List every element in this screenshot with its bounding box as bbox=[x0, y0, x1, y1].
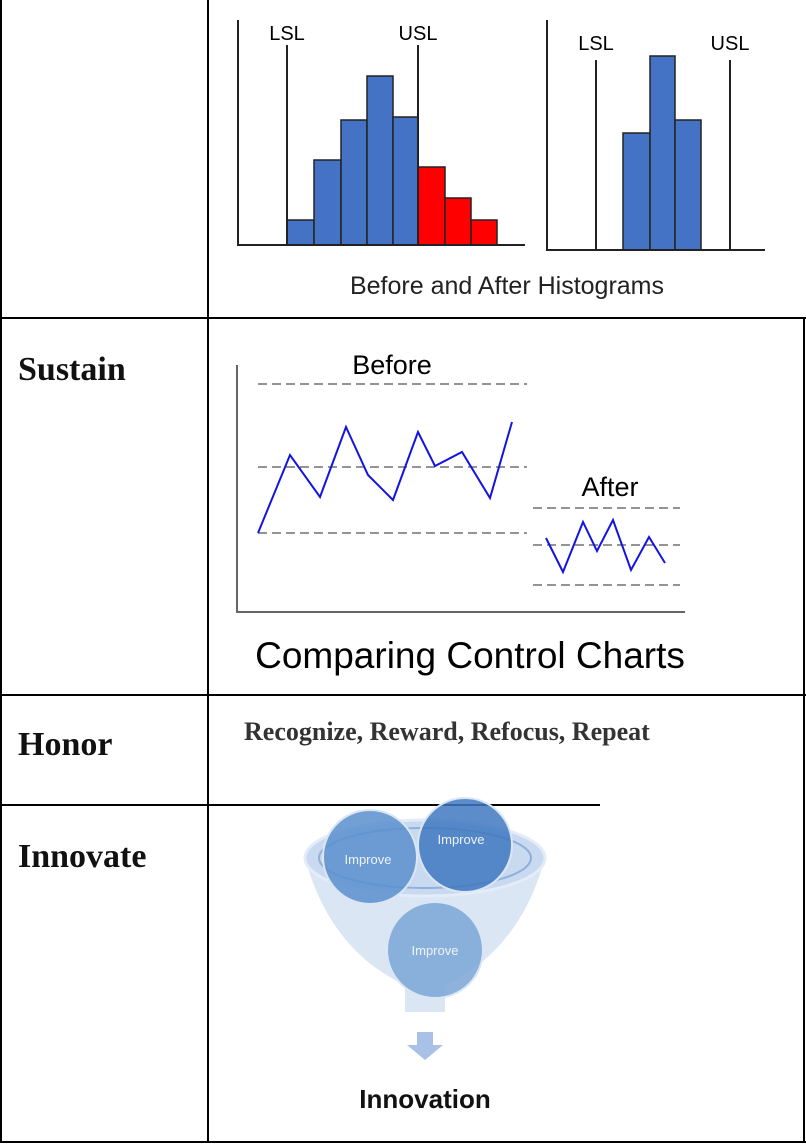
control-charts: Before After Comparing Control Charts bbox=[236, 350, 685, 676]
row-label: Innovate bbox=[18, 838, 146, 875]
spec-label: LSL bbox=[269, 23, 305, 45]
circle-label: Improve bbox=[412, 943, 459, 958]
circle-label: Improve bbox=[438, 832, 485, 847]
caption: Before and After Histograms bbox=[350, 272, 664, 300]
honor-text: Recognize, Reward, Refocus, Repeat bbox=[244, 717, 650, 746]
chart-label: After bbox=[581, 472, 638, 502]
row-label: Sustain bbox=[18, 351, 126, 388]
result-label: Innovation bbox=[359, 1084, 490, 1114]
chart-label: Before bbox=[352, 350, 432, 380]
circle-label: Improve bbox=[345, 852, 392, 867]
row-label: Honor bbox=[18, 726, 112, 763]
spec-label: USL bbox=[711, 33, 750, 55]
spec-label: USL bbox=[399, 23, 438, 45]
funnel: Improve Improve Improve Innovation bbox=[303, 797, 547, 1114]
caption: Comparing Control Charts bbox=[255, 635, 685, 676]
spec-label: LSL bbox=[578, 33, 614, 55]
histograms: LSL USL LSL USL Before and After Histogr… bbox=[237, 20, 765, 300]
